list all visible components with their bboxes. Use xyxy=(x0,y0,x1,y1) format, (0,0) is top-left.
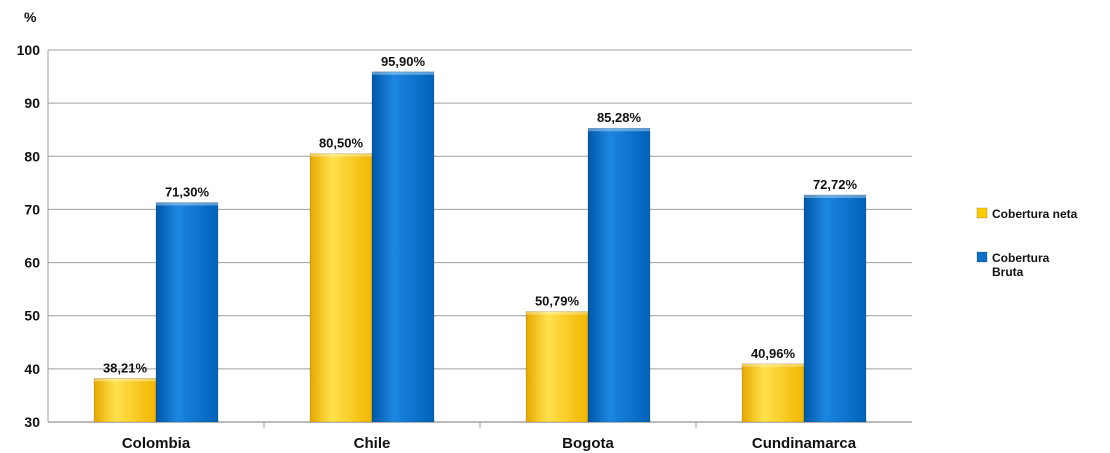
bar-neta xyxy=(741,363,805,423)
data-label: 95,90% xyxy=(381,54,426,69)
y-tick-label: 90 xyxy=(24,95,40,111)
data-labels: 38,21% 71,30% 80,50% 95,90% 50,79% 85,28% 40,9… xyxy=(103,54,858,376)
x-tick-label: Bogota xyxy=(562,435,614,452)
y-tick-label: 40 xyxy=(24,361,40,377)
data-label: 40,96% xyxy=(751,346,796,361)
data-label: 50,79% xyxy=(535,294,580,309)
data-label: 72,72% xyxy=(813,177,858,192)
data-label: 71,30% xyxy=(165,185,210,200)
y-tick-label: 100 xyxy=(17,42,41,58)
bar-top-highlight xyxy=(588,128,650,132)
bar-neta xyxy=(525,311,589,423)
data-label: 80,50% xyxy=(319,136,364,151)
bar-bruta xyxy=(371,71,435,423)
bar-top-highlight xyxy=(94,378,156,382)
x-axis-ticks: Colombia Chile Bogota Cundinamarca xyxy=(122,435,857,452)
bar-top-highlight xyxy=(804,194,866,198)
bar-bruta xyxy=(587,127,651,423)
y-tick-label: 30 xyxy=(24,414,40,430)
bar-neta xyxy=(93,378,157,423)
legend-label: Cobertura Bruta xyxy=(992,251,1050,279)
bar-top-highlight xyxy=(310,153,372,157)
y-axis-label: % xyxy=(24,9,37,25)
y-tick-label: 80 xyxy=(24,148,40,164)
data-label: 85,28% xyxy=(597,110,642,125)
y-tick-label: 70 xyxy=(24,201,40,217)
legend-label: Cobertura neta xyxy=(992,207,1078,221)
legend-swatch xyxy=(976,251,988,263)
legend: Cobertura neta Cobertura Bruta xyxy=(976,207,1078,279)
bar-top-highlight xyxy=(526,311,588,315)
legend-swatch xyxy=(976,207,988,219)
bar-top-highlight xyxy=(372,71,434,75)
y-axis-ticks: 30 40 50 60 70 80 90 100 xyxy=(17,42,41,430)
bar-bruta xyxy=(803,194,867,423)
bar-top-highlight xyxy=(742,363,804,367)
x-tick-label: Chile xyxy=(354,435,391,452)
bar-neta xyxy=(309,153,373,423)
bars xyxy=(93,71,867,423)
bar-top-highlight xyxy=(156,202,218,206)
data-label: 38,21% xyxy=(103,360,148,375)
y-tick-label: 50 xyxy=(24,308,40,324)
legend-label-line: Bruta xyxy=(992,265,1024,279)
bar-bruta xyxy=(155,202,219,423)
y-tick-label: 60 xyxy=(24,255,40,271)
x-tick-label: Cundinamarca xyxy=(752,435,857,452)
legend-label-line: Cobertura xyxy=(992,251,1050,265)
x-tick-label: Colombia xyxy=(122,435,191,452)
